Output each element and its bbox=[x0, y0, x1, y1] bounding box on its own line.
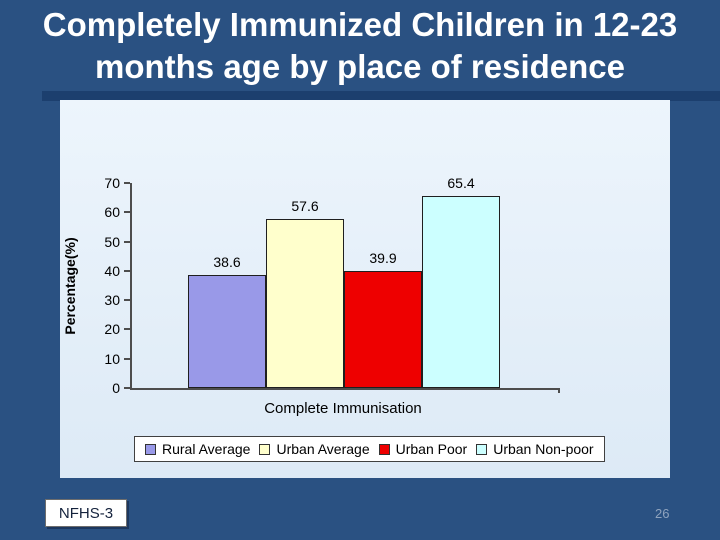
bar-urban-average bbox=[266, 219, 344, 388]
bar-value-label: 57.6 bbox=[291, 198, 319, 214]
legend-item: Rural Average bbox=[145, 441, 250, 457]
chart-legend: Rural Average Urban Average Urban Poor Urba… bbox=[134, 436, 605, 462]
x-axis-end-tick bbox=[558, 388, 560, 393]
legend-label: Urban Non-poor bbox=[493, 441, 594, 457]
source-box: NFHS-3 bbox=[45, 499, 127, 527]
slide-title: Completely Immunized Children in 12-23 m… bbox=[42, 6, 678, 85]
legend-swatch-icon bbox=[259, 443, 271, 455]
bar-urban-non-poor bbox=[422, 196, 500, 388]
legend-swatch-icon bbox=[476, 443, 488, 455]
y-tick-label: 50 bbox=[104, 233, 120, 250]
legend-label: Urban Poor bbox=[395, 441, 468, 457]
x-axis-title: Complete Immunisation bbox=[264, 400, 422, 417]
page-number: 26 bbox=[655, 506, 670, 521]
y-tick-mark bbox=[124, 387, 130, 389]
y-tick-label: 70 bbox=[104, 175, 120, 191]
legend-item: Urban Average bbox=[259, 441, 370, 457]
y-tick-mark bbox=[124, 182, 130, 184]
legend-label: Rural Average bbox=[162, 441, 251, 457]
legend-item: Urban Non-poor bbox=[476, 441, 594, 457]
bar-value-label: 65.4 bbox=[447, 175, 475, 191]
bar-urban-poor bbox=[344, 271, 422, 388]
bar-rural-average bbox=[188, 275, 266, 388]
x-axis-line bbox=[130, 388, 560, 390]
y-tick-mark bbox=[124, 299, 130, 302]
accent-band bbox=[42, 91, 720, 101]
source-label: NFHS-3 bbox=[58, 504, 114, 522]
y-tick-label: 60 bbox=[104, 204, 120, 221]
y-tick-mark bbox=[124, 328, 130, 331]
y-tick-mark bbox=[124, 269, 130, 272]
plot-area: Percentage(%) Complete Immunisation 0 10 2… bbox=[60, 100, 670, 478]
y-tick-mark bbox=[124, 240, 130, 243]
y-tick-label: 40 bbox=[104, 262, 120, 279]
y-tick-label: 0 bbox=[112, 380, 120, 396]
y-tick-mark bbox=[124, 211, 130, 214]
legend-swatch-icon bbox=[145, 443, 156, 455]
legend-label: Urban Average bbox=[276, 441, 370, 457]
y-axis-title: Percentage(%) bbox=[62, 237, 78, 335]
legend-swatch-icon bbox=[378, 443, 390, 455]
bar-value-label: 39.9 bbox=[369, 250, 397, 266]
legend-item: Urban Poor bbox=[378, 441, 468, 457]
y-tick-label: 10 bbox=[104, 350, 120, 367]
bar-value-label: 38.6 bbox=[213, 254, 241, 270]
chart-panel: Percentage(%) Complete Immunisation 0 10 2… bbox=[60, 100, 670, 478]
y-tick-mark bbox=[124, 357, 130, 360]
y-tick-label: 20 bbox=[104, 321, 120, 338]
y-tick-label: 30 bbox=[104, 292, 120, 309]
y-axis-line bbox=[130, 183, 132, 388]
